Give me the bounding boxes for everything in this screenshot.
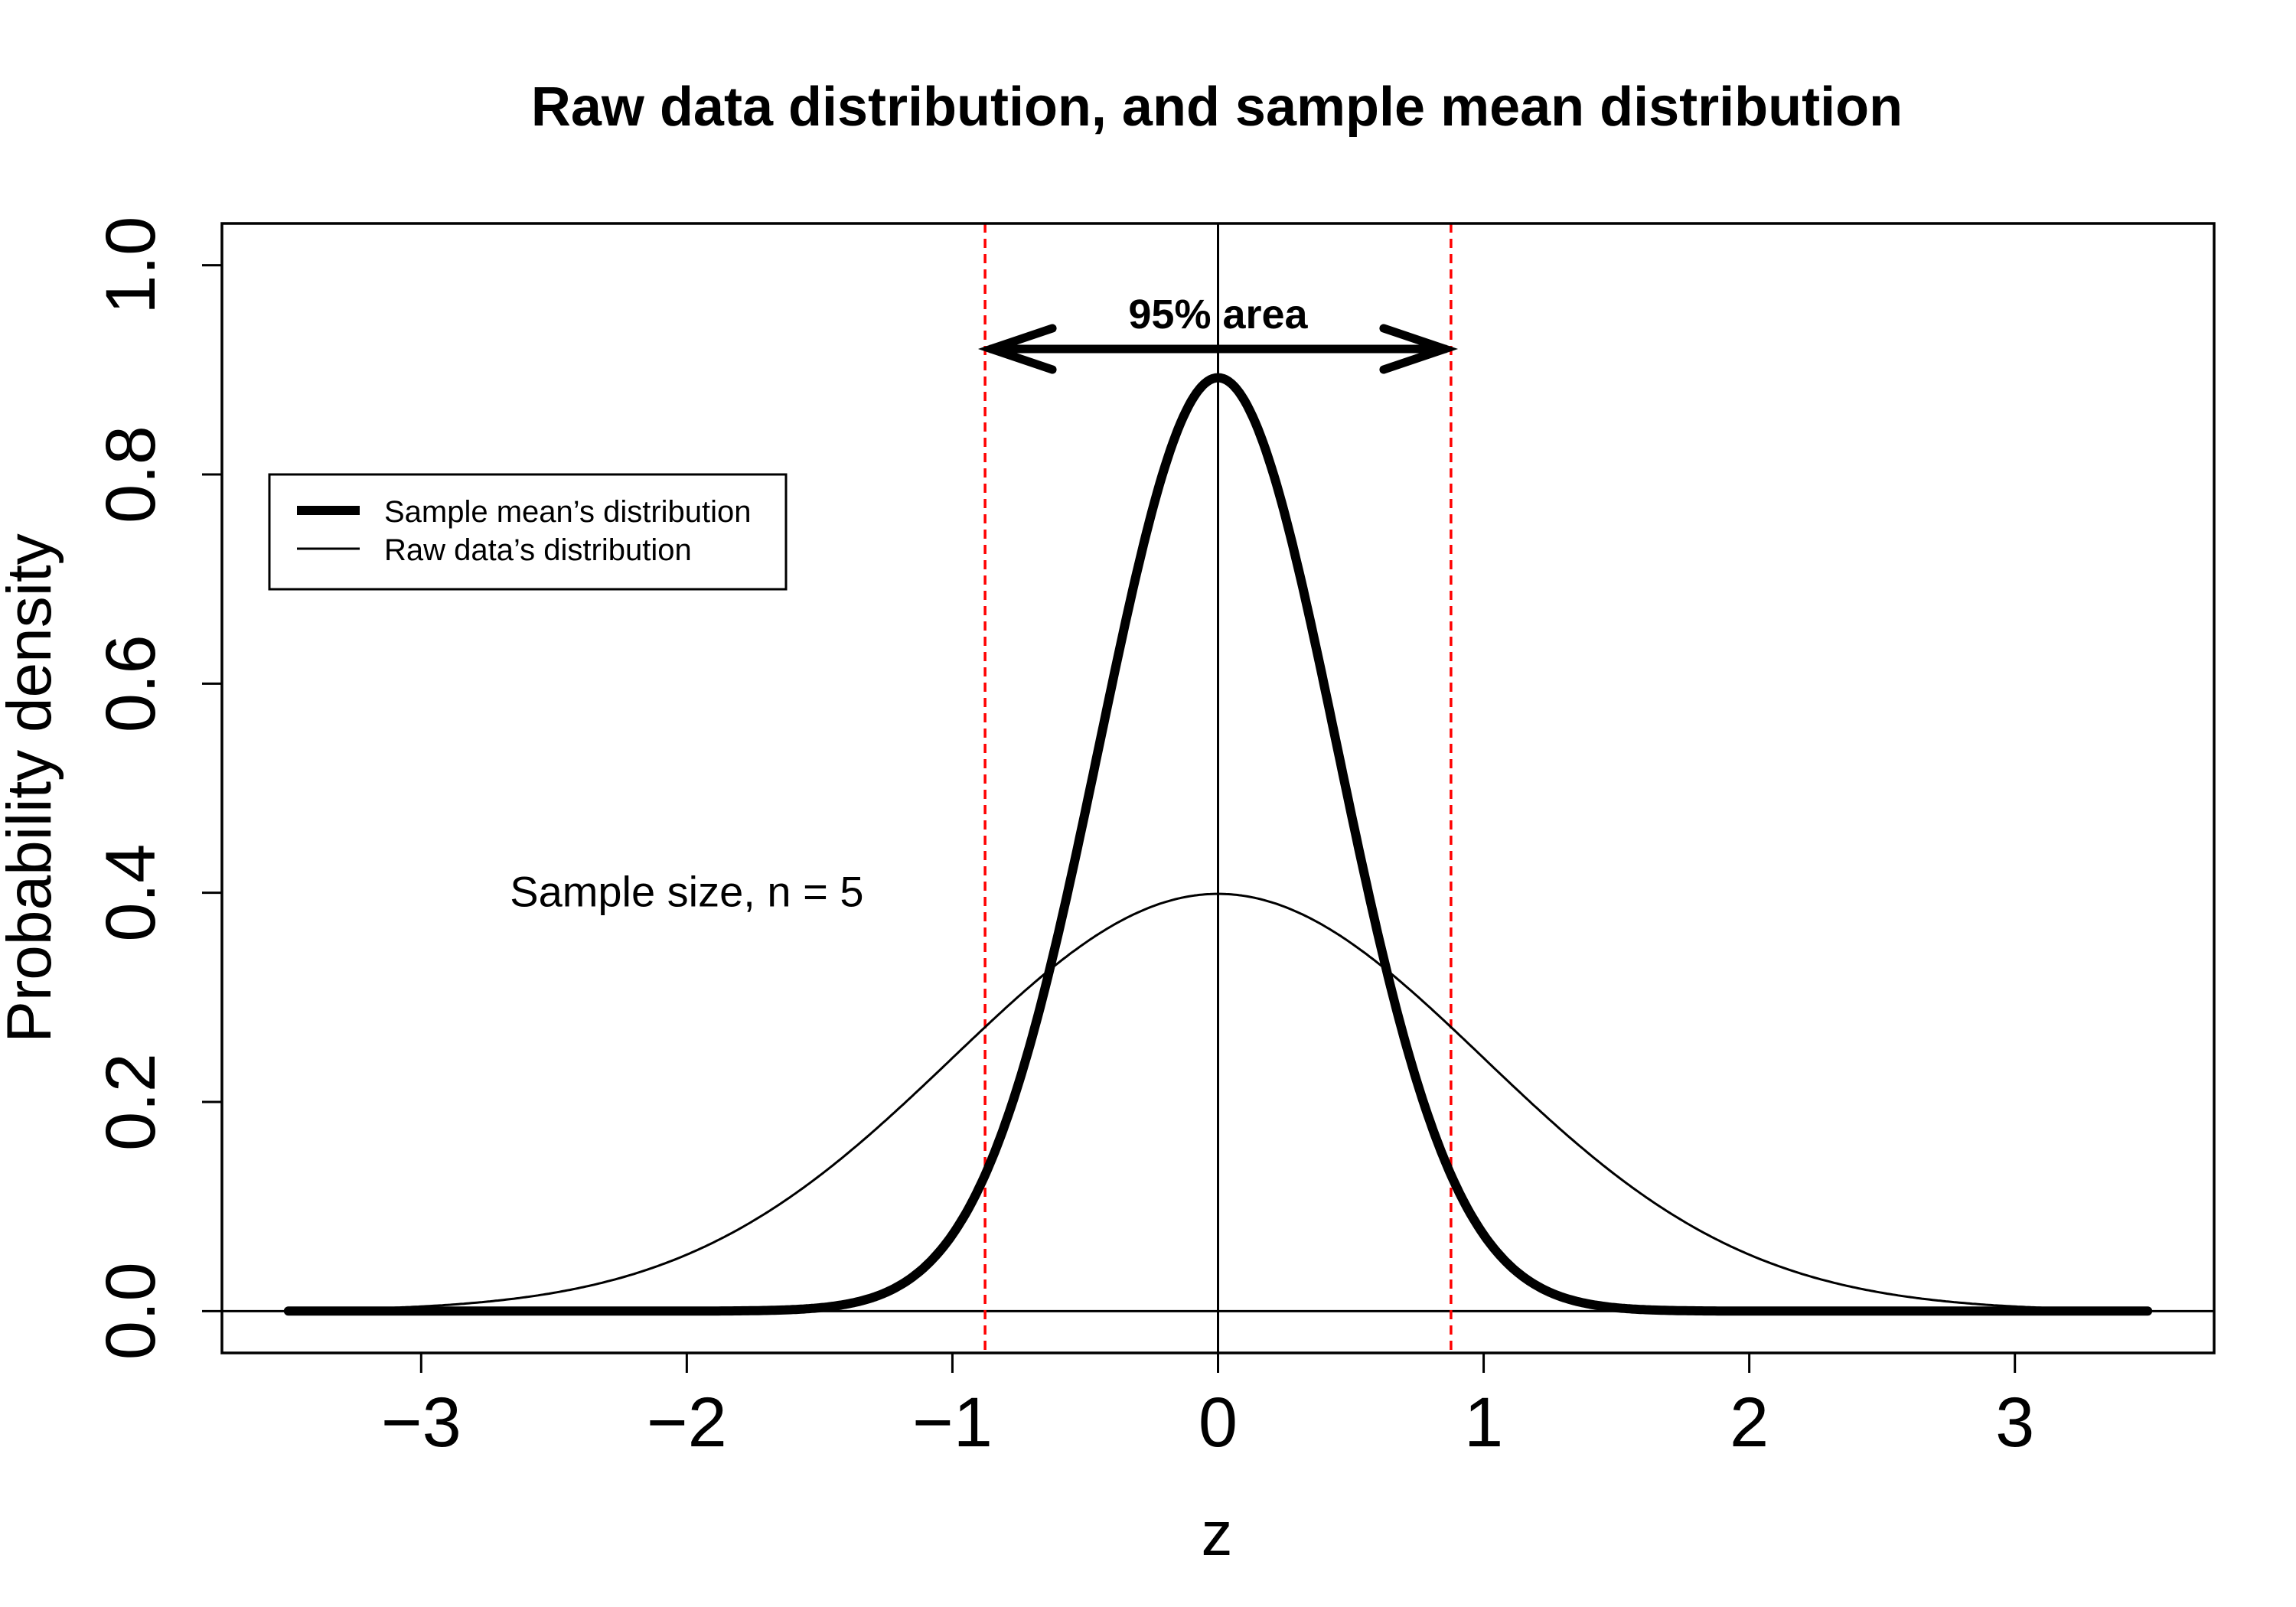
legend-label-raw-data: Raw data’s distribution xyxy=(384,533,692,567)
legend: Sample mean’s distribution Raw data’s dis… xyxy=(268,473,788,591)
interval-arrow-left-head xyxy=(977,324,1057,374)
y-axis-label: Probability density xyxy=(0,533,64,1042)
y-tick-label: 0.4 xyxy=(92,844,170,942)
x-tick-label: 1 xyxy=(1464,1384,1503,1462)
plot-area: 95% area Sample size, n = 5 xyxy=(222,223,2214,1353)
chart-title: Raw data distribution, and sample mean d… xyxy=(531,77,1903,138)
x-tick-label: −2 xyxy=(647,1384,727,1462)
interval-label: 95% area xyxy=(1128,292,1308,337)
y-tick-label: 0.8 xyxy=(92,425,170,523)
legend-label-sample-mean: Sample mean’s distribution xyxy=(384,495,752,529)
x-tick-label: 3 xyxy=(1995,1384,2034,1462)
sample-mean-curve xyxy=(283,373,2153,1316)
y-tick-label: 0.2 xyxy=(92,1053,170,1151)
legend-box xyxy=(268,473,788,591)
x-tick-label: 0 xyxy=(1199,1384,1238,1462)
x-tick-label: 2 xyxy=(1730,1384,1769,1462)
axes: −3 −2 −1 0 1 2 3 0.0 0.2 0.4 0.6 0.8 1.0 xyxy=(92,217,2216,1462)
sample-size-annotation: Sample size, n = 5 xyxy=(510,868,863,916)
x-tick-label: −3 xyxy=(381,1384,461,1462)
interval-arrow-right-head xyxy=(1379,324,1459,374)
y-tick-label: 0.0 xyxy=(92,1262,170,1360)
x-axis-label: z xyxy=(1202,1499,1233,1569)
raw-data-curve xyxy=(287,892,2149,1312)
y-tick-label: 1.0 xyxy=(92,217,170,315)
y-tick-label: 0.6 xyxy=(92,634,170,732)
x-tick-label: −1 xyxy=(912,1384,993,1462)
